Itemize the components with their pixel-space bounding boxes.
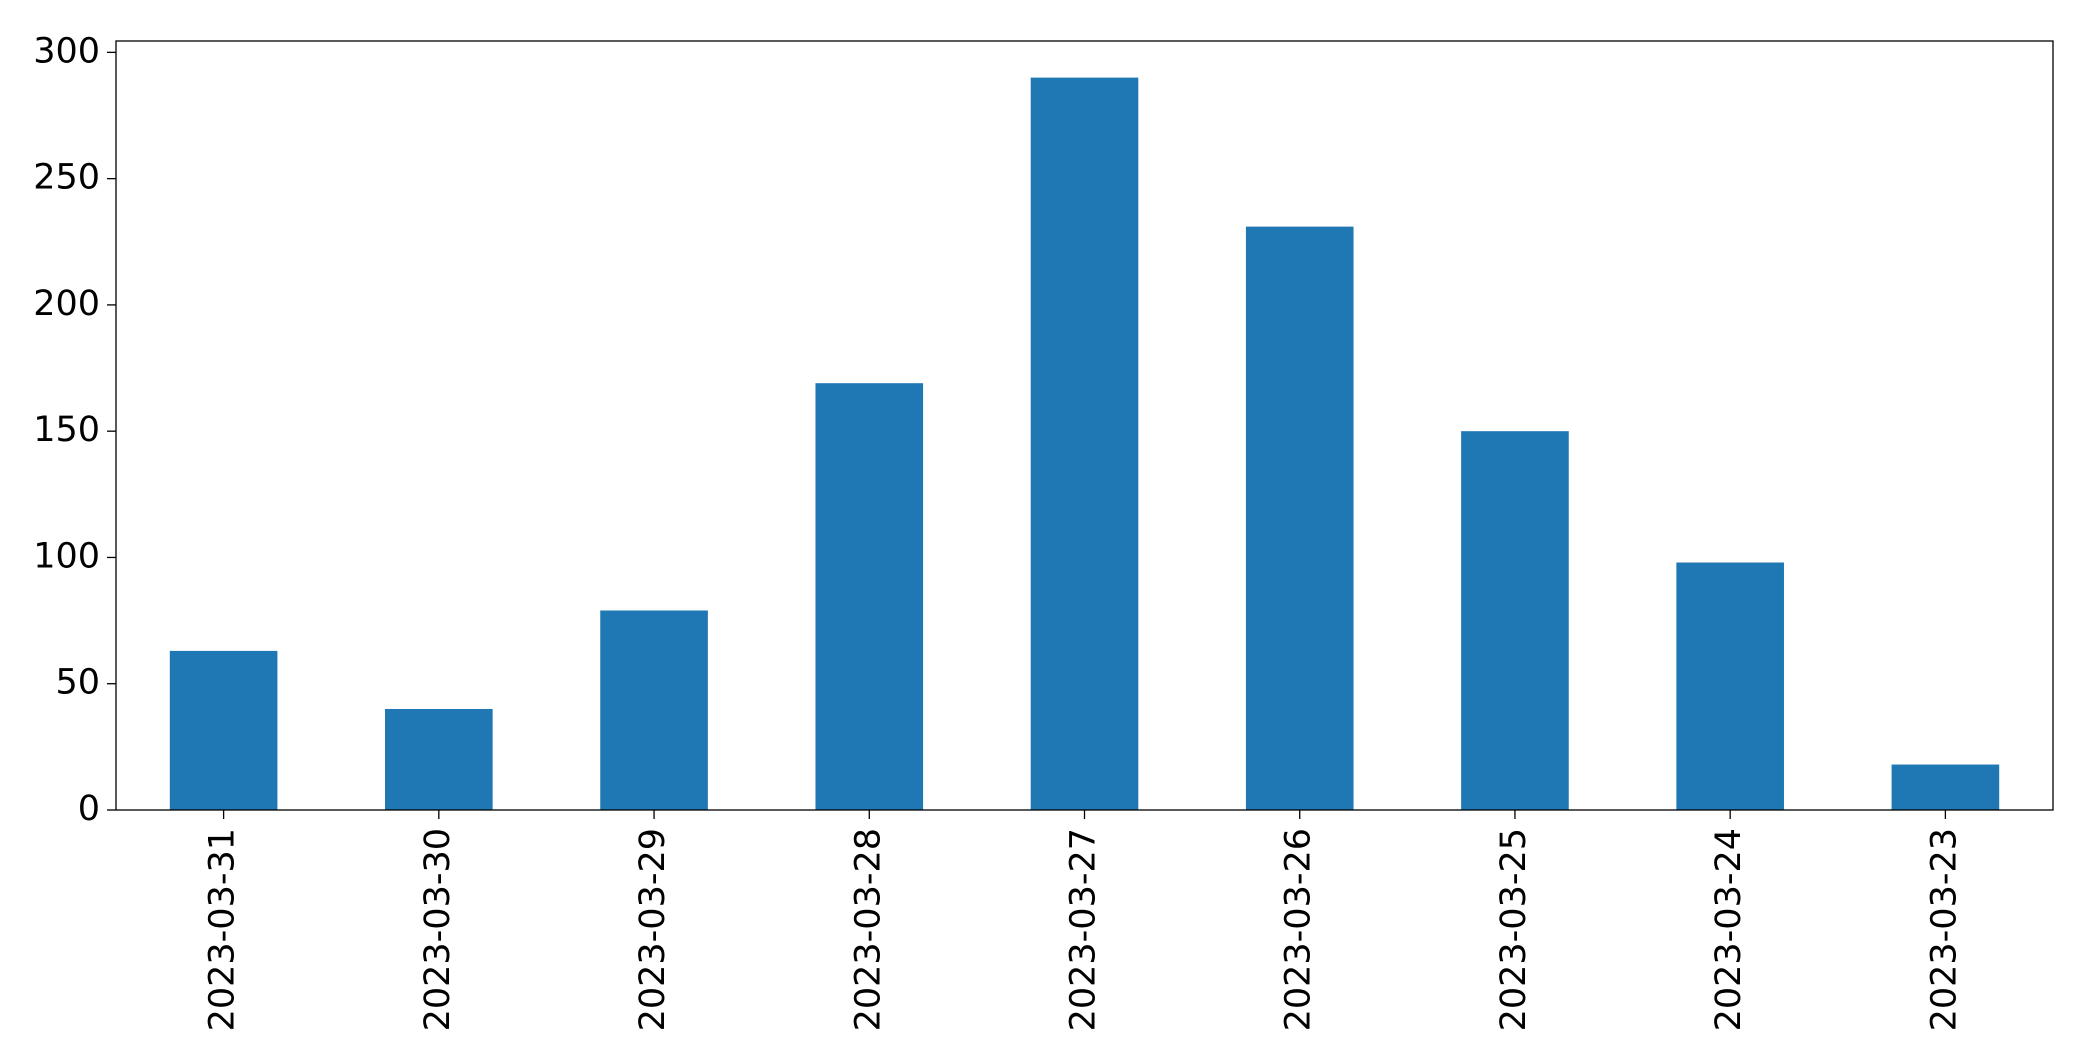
x-tick-label: 2023-03-26 <box>1279 828 1319 1031</box>
bar <box>1891 764 2000 810</box>
y-tick-label: 150 <box>33 410 100 450</box>
x-tick-label: 2023-03-27 <box>1064 828 1104 1031</box>
bar <box>1030 77 1139 811</box>
bar <box>1245 226 1354 810</box>
y-tick-label: 50 <box>55 663 100 703</box>
plot-frame <box>115 40 2054 811</box>
x-tick-label: 2023-03-24 <box>1709 828 1749 1031</box>
bar <box>169 650 278 810</box>
y-tick-label: 300 <box>33 31 100 71</box>
x-tick-label: 2023-03-25 <box>1494 828 1534 1031</box>
x-tick-label: 2023-03-29 <box>633 828 673 1031</box>
x-tick-label: 2023-03-31 <box>203 828 243 1031</box>
bar <box>1676 562 1784 810</box>
y-tick-label: 200 <box>33 284 100 324</box>
x-tick-label: 2023-03-23 <box>1924 828 1964 1031</box>
bar <box>1461 431 1569 810</box>
x-tick-label: 2023-03-30 <box>418 828 458 1031</box>
y-tick-label: 250 <box>33 158 100 198</box>
bar <box>385 708 493 810</box>
x-tick-label: 2023-03-28 <box>848 828 888 1031</box>
y-tick-label: 0 <box>78 789 100 829</box>
bar <box>600 610 708 810</box>
y-tick-label: 100 <box>33 536 100 576</box>
bar <box>815 383 924 810</box>
